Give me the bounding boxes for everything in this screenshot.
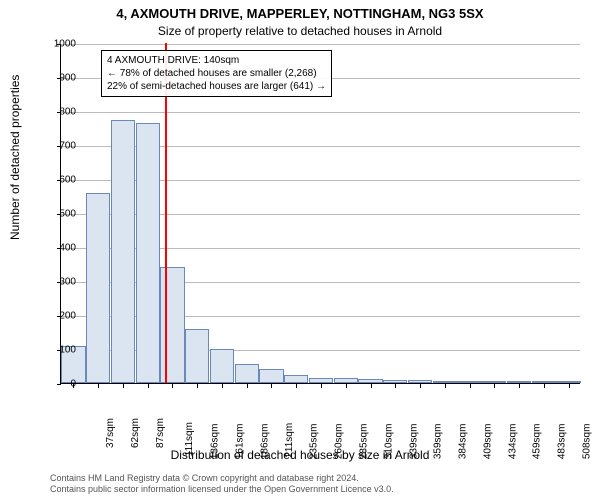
histogram-bar (507, 381, 531, 383)
x-tick-label: 37sqm (105, 388, 116, 418)
x-tick-label: 434sqm (507, 388, 518, 424)
x-tick-mark (371, 384, 372, 388)
x-tick-mark (148, 384, 149, 388)
x-tick-label: 87sqm (155, 388, 166, 418)
histogram-bar (111, 120, 135, 384)
histogram-bar (433, 381, 457, 383)
histogram-bar (210, 349, 234, 383)
histogram-bar (259, 369, 283, 383)
histogram-bar (309, 378, 333, 383)
x-tick-mark (172, 384, 173, 388)
x-tick-mark (519, 384, 520, 388)
annotation-line3: 22% of semi-detached houses are larger (… (107, 80, 326, 93)
y-tick-label: 800 (59, 107, 76, 118)
plot-area: 4 AXMOUTH DRIVE: 140sqm ← 78% of detache… (60, 44, 580, 384)
x-tick-mark (247, 384, 248, 388)
y-tick-label: 400 (59, 243, 76, 254)
chart-container: 4, AXMOUTH DRIVE, MAPPERLEY, NOTTINGHAM,… (0, 0, 600, 500)
x-tick-label: 136sqm (210, 388, 221, 424)
x-tick-label: 508sqm (581, 388, 592, 424)
annotation-box: 4 AXMOUTH DRIVE: 140sqm ← 78% of detache… (101, 50, 332, 97)
x-tick-mark (222, 384, 223, 388)
x-tick-mark (98, 384, 99, 388)
y-tick-label: 600 (59, 175, 76, 186)
x-tick-label: 409sqm (482, 388, 493, 424)
x-tick-label: 384sqm (458, 388, 469, 424)
x-tick-label: 260sqm (334, 388, 345, 424)
annotation-line1: 4 AXMOUTH DRIVE: 140sqm (107, 54, 326, 67)
x-tick-mark (445, 384, 446, 388)
footer-line2: Contains public sector information licen… (50, 484, 590, 496)
grid-line (61, 44, 580, 45)
x-tick-label: 161sqm (235, 388, 246, 424)
x-tick-mark (123, 384, 124, 388)
x-tick-mark (470, 384, 471, 388)
y-tick-label: 0 (70, 379, 76, 390)
histogram-bar (334, 378, 358, 383)
grid-line (61, 112, 580, 113)
x-tick-label: 285sqm (359, 388, 370, 424)
y-axis-label: Number of detached properties (8, 75, 22, 240)
histogram-bar (457, 381, 481, 383)
x-tick-label: 235sqm (309, 388, 320, 424)
x-tick-label: 459sqm (532, 388, 543, 424)
histogram-bar (86, 193, 110, 383)
y-tick-label: 900 (59, 73, 76, 84)
x-tick-mark (420, 384, 421, 388)
x-tick-mark (271, 384, 272, 388)
x-tick-mark (544, 384, 545, 388)
x-tick-mark (197, 384, 198, 388)
y-tick-mark (57, 384, 61, 385)
x-tick-mark (321, 384, 322, 388)
y-tick-label: 100 (59, 345, 76, 356)
histogram-bar (136, 123, 160, 383)
x-tick-mark (494, 384, 495, 388)
x-tick-mark (296, 384, 297, 388)
footer-line1: Contains HM Land Registry data © Crown c… (50, 473, 590, 485)
histogram-bar (284, 375, 308, 384)
x-tick-mark (569, 384, 570, 388)
histogram-bar (408, 380, 432, 383)
histogram-bar (235, 364, 259, 383)
y-tick-label: 300 (59, 277, 76, 288)
histogram-bar (160, 267, 184, 383)
histogram-bar (383, 380, 407, 383)
x-tick-label: 62sqm (130, 388, 141, 418)
x-tick-mark (395, 384, 396, 388)
x-tick-label: 310sqm (383, 388, 394, 424)
chart-title-line1: 4, AXMOUTH DRIVE, MAPPERLEY, NOTTINGHAM,… (0, 6, 600, 21)
x-tick-label: 359sqm (433, 388, 444, 424)
x-tick-label: 339sqm (408, 388, 419, 424)
x-tick-label: 186sqm (260, 388, 271, 424)
x-tick-label: 111sqm (184, 388, 195, 422)
annotation-line2: ← 78% of detached houses are smaller (2,… (107, 67, 326, 80)
histogram-bar (532, 381, 556, 383)
y-tick-label: 200 (59, 311, 76, 322)
histogram-bar (185, 329, 209, 383)
histogram-bar (556, 381, 580, 383)
chart-title-line2: Size of property relative to detached ho… (0, 24, 600, 38)
x-tick-label: 211sqm (284, 388, 295, 423)
x-tick-label: 483sqm (557, 388, 568, 424)
histogram-bar (482, 381, 506, 383)
footer-attribution: Contains HM Land Registry data © Crown c… (50, 473, 590, 496)
x-tick-mark (346, 384, 347, 388)
y-tick-label: 700 (59, 141, 76, 152)
y-tick-label: 500 (59, 209, 76, 220)
y-tick-label: 1000 (54, 39, 76, 50)
histogram-bar (358, 379, 382, 383)
